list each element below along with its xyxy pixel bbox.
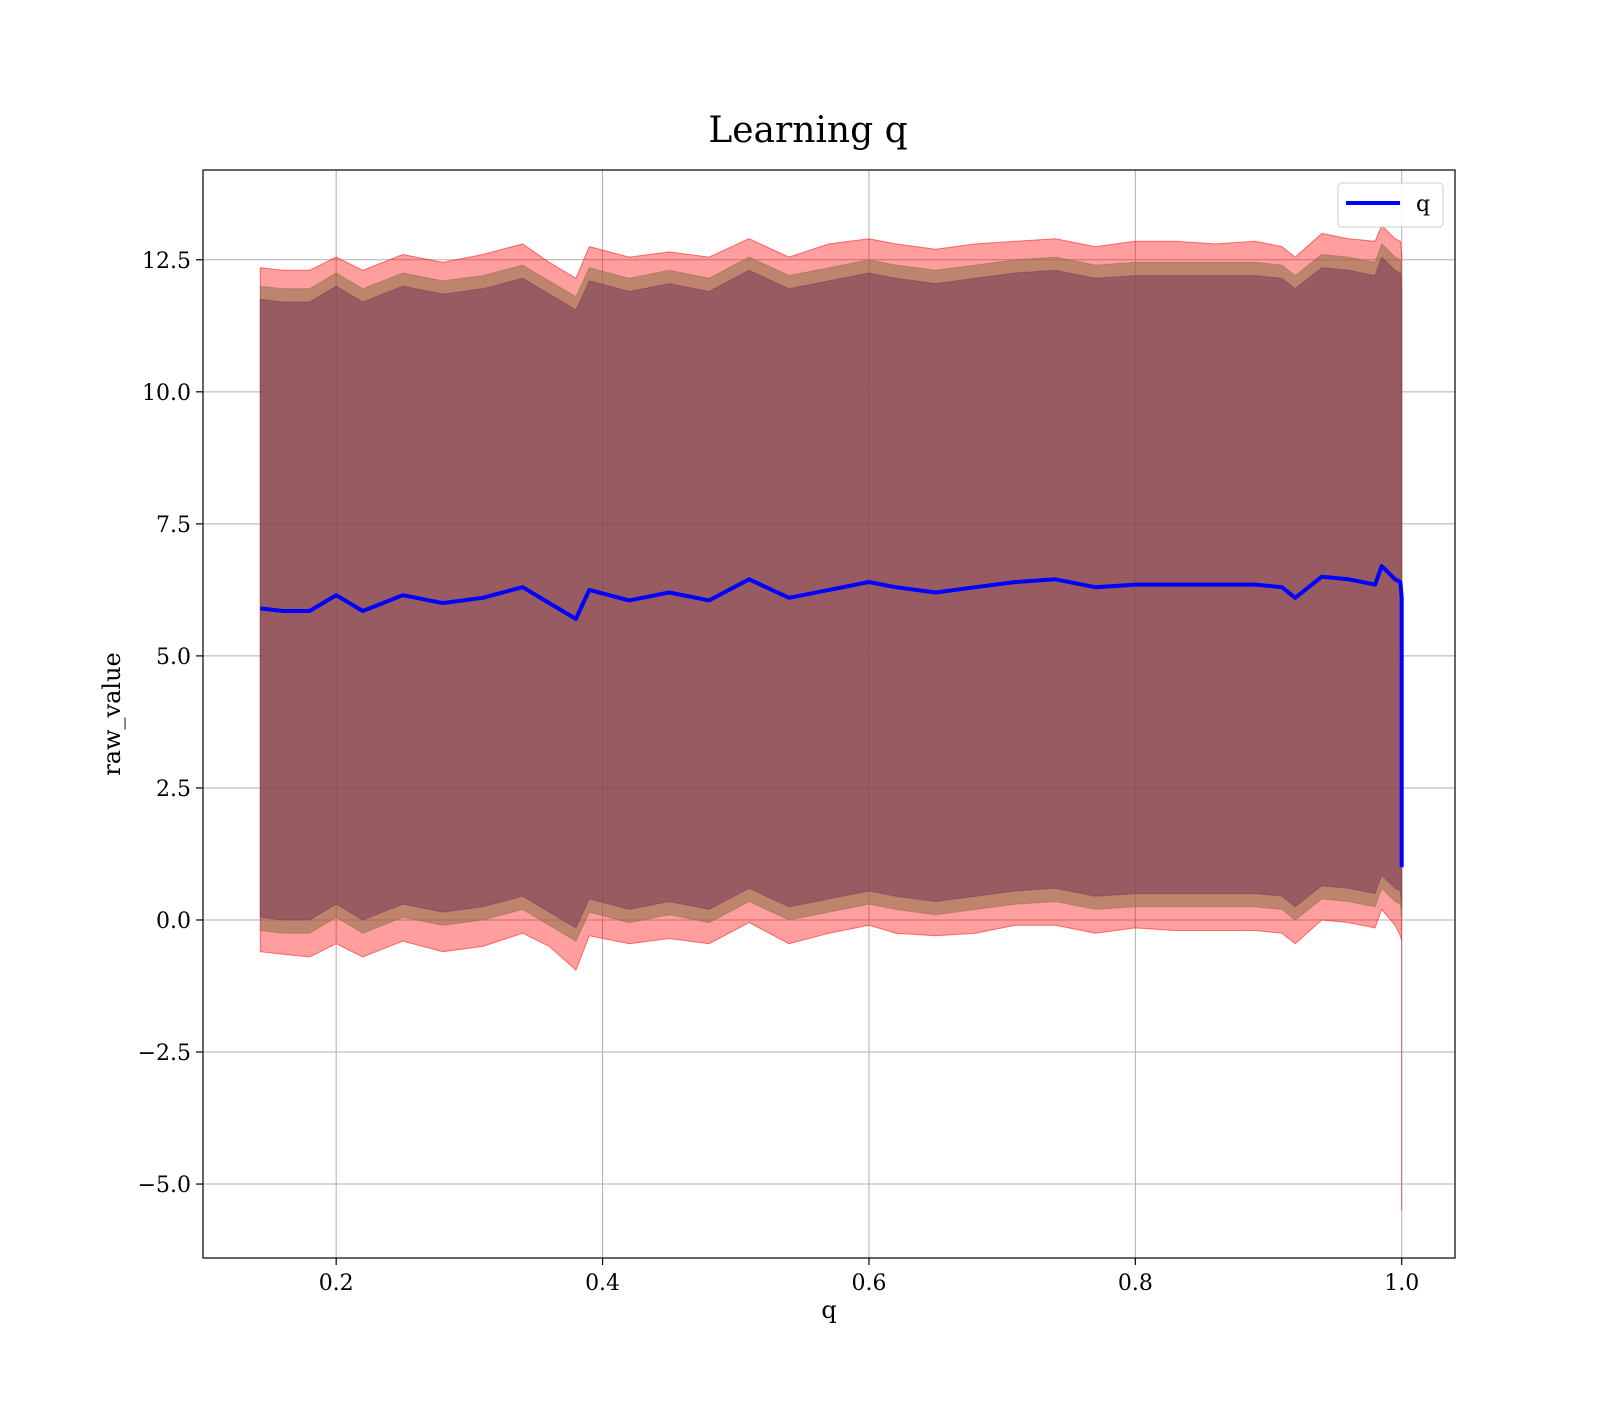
y-tick-label: −2.5 xyxy=(138,1041,191,1066)
x-tick-label: 0.6 xyxy=(851,1271,886,1296)
y-tick-label: 7.5 xyxy=(156,513,191,538)
x-tick-label: 1.0 xyxy=(1384,1271,1419,1296)
confidence-band xyxy=(259,256,1403,929)
x-tick-label: 0.4 xyxy=(585,1271,620,1296)
y-tick-label: 0.0 xyxy=(156,909,191,934)
y-tick-label: 10.0 xyxy=(142,381,191,406)
x-tick-label: 0.8 xyxy=(1118,1271,1153,1296)
legend-label: q xyxy=(1416,192,1430,217)
y-axis-ticks: −5.0 −2.5 0.0 2.5 5.0 7.5 10.0 12.5 xyxy=(138,249,203,1198)
series-line-q xyxy=(260,564,1404,868)
x-tick-label: 0.2 xyxy=(319,1271,354,1296)
x-axis-ticks: 0.2 0.4 0.6 0.8 1.0 xyxy=(319,1258,1419,1296)
legend: q xyxy=(1337,182,1444,228)
y-tick-label: 2.5 xyxy=(156,777,191,802)
confidence-bands xyxy=(259,224,1403,1211)
series-lines xyxy=(260,564,1404,868)
y-tick-label: 12.5 xyxy=(142,249,191,274)
chart-title: Learning q xyxy=(708,110,907,151)
x-axis-title: q xyxy=(821,1296,836,1324)
y-tick-label: −5.0 xyxy=(138,1173,191,1198)
y-tick-label: 5.0 xyxy=(156,645,191,670)
plot-frame xyxy=(202,169,1456,1259)
y-axis-title: raw_value xyxy=(98,652,126,776)
